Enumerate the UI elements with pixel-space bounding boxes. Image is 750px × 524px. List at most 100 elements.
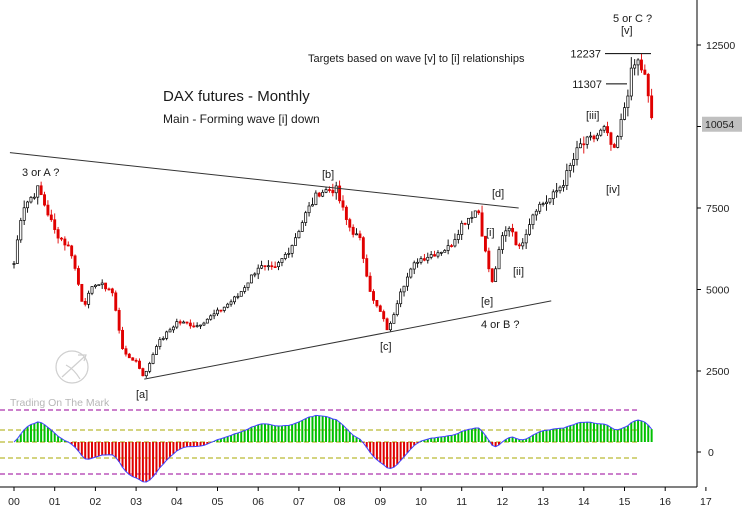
- candle-body: [558, 186, 562, 192]
- candle-body: [460, 222, 464, 235]
- candle-body: [266, 265, 270, 268]
- candle-body: [643, 69, 647, 75]
- candle-body: [29, 196, 33, 203]
- time-tick-label: 08: [334, 496, 346, 508]
- time-tick-label: 15: [619, 496, 631, 508]
- candle-body: [12, 263, 16, 265]
- wave-label: [c]: [380, 341, 392, 353]
- wave-label: 4 or B ?: [481, 319, 520, 331]
- candle-body: [609, 132, 613, 145]
- candle-body: [439, 251, 443, 254]
- time-tick-label: 03: [130, 496, 142, 508]
- candle-body: [287, 252, 291, 255]
- candle-body: [565, 170, 569, 186]
- candle-body: [131, 357, 135, 361]
- candle-body: [87, 292, 91, 305]
- candle-body: [551, 191, 555, 200]
- time-tick-label: 05: [212, 496, 224, 508]
- candle-body: [175, 321, 179, 328]
- candle-body: [548, 198, 552, 203]
- candle-body: [429, 254, 433, 258]
- oscillator-panel: [0, 409, 653, 483]
- candle-body: [395, 303, 399, 316]
- candle-body: [46, 204, 50, 216]
- candle-body: [256, 267, 260, 275]
- candle-body: [90, 286, 94, 294]
- candle-body: [324, 189, 328, 193]
- candle-body: [531, 214, 535, 226]
- candle-body: [483, 235, 487, 252]
- wave-label: [iv]: [606, 184, 620, 196]
- candle-body: [273, 266, 277, 269]
- candle-body: [473, 210, 477, 218]
- candle-body: [317, 192, 321, 197]
- candle-body: [222, 306, 226, 311]
- chart-subtitle: Main - Forming wave [i] down: [163, 112, 320, 126]
- candle-body: [290, 245, 294, 254]
- candle-body: [134, 359, 138, 362]
- candle-body: [389, 322, 392, 331]
- candle-body: [409, 268, 413, 278]
- candle-body: [294, 237, 297, 246]
- price-candles: [12, 53, 654, 378]
- candle-body: [541, 203, 545, 205]
- candle-body: [185, 321, 189, 324]
- time-tick-label: 13: [537, 496, 549, 508]
- candle-body: [263, 265, 267, 267]
- candle-body: [300, 222, 304, 232]
- candle-body: [158, 339, 162, 347]
- candle-body: [450, 245, 453, 247]
- candle-body: [188, 322, 192, 327]
- candle-body: [341, 200, 345, 208]
- candle-body: [253, 273, 257, 276]
- candle-body: [500, 235, 504, 250]
- candle-body: [361, 237, 365, 259]
- watermark-logo: [55, 350, 89, 384]
- price-tick-label: 5000: [706, 285, 730, 297]
- price-tick-label: 7500: [706, 203, 730, 215]
- candle-body: [83, 301, 87, 305]
- candle-body: [155, 346, 158, 355]
- candle-body: [334, 185, 338, 194]
- candle-body: [456, 234, 460, 240]
- watermark-text: Trading On The Mark: [10, 397, 110, 409]
- time-tick-label: 14: [578, 496, 590, 508]
- candle-body: [517, 244, 521, 247]
- candle-body: [511, 227, 515, 233]
- candle-body: [32, 196, 36, 199]
- trendlines: [9, 152, 552, 380]
- candle-body: [626, 95, 630, 109]
- candle-body: [490, 268, 494, 282]
- candle-body: [304, 212, 308, 223]
- candle-body: [229, 301, 233, 305]
- candle-body: [399, 291, 403, 305]
- candle-body: [507, 227, 511, 232]
- candle-body: [443, 250, 447, 253]
- candle-body: [283, 253, 287, 259]
- candle-body: [623, 107, 626, 120]
- candle-body: [612, 144, 616, 148]
- candle-body: [307, 205, 311, 214]
- wave-label: [ii]: [513, 266, 524, 278]
- target-levels: 12237 11307: [570, 49, 651, 91]
- candle-body: [182, 321, 186, 324]
- time-tick-label: 06: [252, 496, 264, 508]
- time-tick-label: 17: [700, 496, 712, 508]
- candle-body: [650, 95, 654, 119]
- candle-body: [422, 258, 426, 261]
- candle-body: [226, 303, 230, 308]
- candle-body: [76, 268, 80, 285]
- candle-body: [453, 239, 457, 247]
- candle-body: [487, 250, 491, 270]
- candle-body: [311, 204, 314, 207]
- candle-body: [70, 245, 74, 257]
- candle-body: [514, 231, 518, 246]
- time-axis: 00 01 02 03 04 05 06 07 08 09 10 11 12 13 14 15 16 17: [8, 487, 712, 508]
- wave-label: [iii]: [586, 110, 599, 122]
- candle-body: [606, 126, 609, 134]
- candle-body: [545, 201, 548, 204]
- candle-body: [236, 295, 240, 298]
- candle-body: [436, 252, 440, 257]
